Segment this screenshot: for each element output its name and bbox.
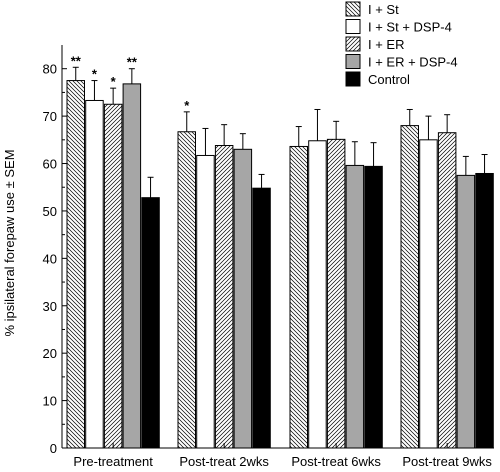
bar	[141, 197, 160, 449]
y-tick-label: 10	[43, 394, 57, 409]
bar	[475, 172, 494, 449]
x-tick-label: Post-treat 6wks	[291, 454, 381, 469]
legend-swatch	[345, 36, 361, 52]
bar	[196, 154, 215, 449]
x-tick-label: Post-treat 2wks	[179, 454, 269, 469]
legend-label: I + St	[368, 2, 399, 17]
significance-label: **	[71, 53, 82, 68]
y-tick-label: 30	[43, 299, 57, 314]
legend-swatch	[345, 54, 361, 69]
x-axis: Pre-treatment Post-treat 2wks Post-treat 6…	[62, 443, 494, 469]
bar	[177, 131, 196, 449]
significance-label: *	[92, 67, 98, 82]
legend-swatch	[345, 1, 361, 17]
y-tick-label: 0	[50, 441, 57, 456]
legend-label: I + St + DSP-4	[368, 20, 452, 35]
x-tick-label: Post-treat 9wks	[402, 454, 492, 469]
bar	[103, 103, 123, 449]
bar	[289, 145, 308, 449]
y-axis: 0 10 20 30 40 50 60 70 80	[43, 45, 67, 456]
bar	[400, 125, 419, 449]
legend-label: Control	[368, 72, 410, 87]
bar	[364, 165, 383, 449]
significance-label: *	[111, 74, 117, 89]
y-tick-label: 60	[43, 157, 57, 172]
y-tick-label: 80	[43, 62, 57, 77]
bar	[345, 164, 365, 449]
bar	[214, 145, 234, 449]
bar	[233, 148, 253, 449]
legend-label: I + ER	[368, 37, 405, 52]
bar	[419, 139, 438, 449]
bar	[456, 174, 476, 449]
y-axis-label: % ipsilateral forepaw use ± SEM	[2, 149, 17, 336]
y-tick-label: 70	[43, 109, 57, 124]
y-tick-label: 50	[43, 204, 57, 219]
bar	[122, 83, 142, 449]
bar	[308, 140, 327, 449]
plot-area: *******	[66, 53, 494, 449]
bar	[66, 80, 85, 449]
bar	[326, 138, 346, 449]
bar	[85, 99, 104, 449]
legend-swatch	[345, 19, 361, 34]
bar	[252, 187, 271, 449]
y-tick-label: 40	[43, 251, 57, 266]
legend: I + St I + St + DSP-4 I + ER I + ER + DSP-4…	[345, 1, 458, 87]
legend-label: I + ER + DSP-4	[368, 55, 458, 70]
legend-swatch	[345, 71, 361, 87]
y-tick-label: 20	[43, 346, 57, 361]
significance-label: **	[127, 55, 138, 70]
significance-label: *	[184, 98, 190, 113]
x-tick-label: Pre-treatment	[73, 454, 153, 469]
bar	[437, 132, 457, 449]
